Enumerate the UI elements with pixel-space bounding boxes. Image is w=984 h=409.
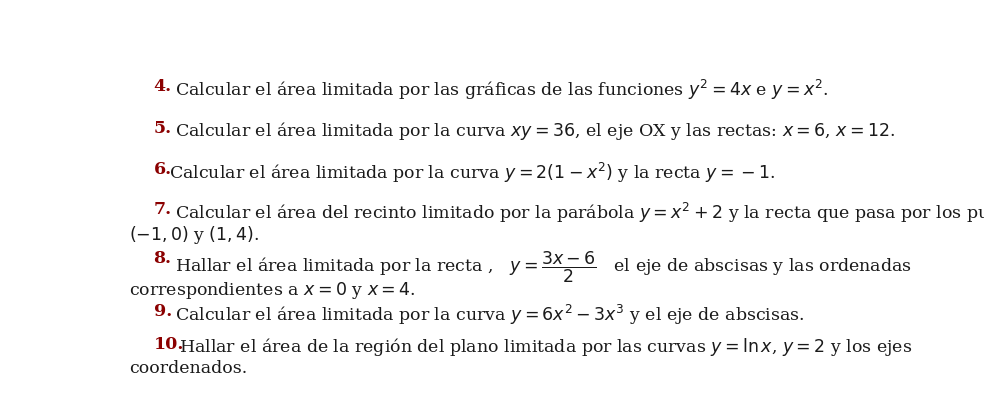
Text: correspondientes a $x = 0$ y $x = 4$.: correspondientes a $x = 0$ y $x = 4$. [129,279,415,300]
Text: Calcular el área limitada por las gráficas de las funciones $y^2 = 4x$ e $y = x^: Calcular el área limitada por las gráfic… [175,77,829,101]
Text: 7.: 7. [154,200,171,217]
Text: Hallar el área de la región del plano limitada por las curvas $y = \ln x$, $y = : Hallar el área de la región del plano li… [179,336,913,357]
Text: 4.: 4. [154,77,171,94]
Text: 10.: 10. [154,336,184,353]
Text: 6.: 6. [154,161,171,178]
Text: Calcular el área limitada por la curva $y = 6x^2 - 3x^3$ y el eje de abscisas.: Calcular el área limitada por la curva $… [175,303,804,327]
Text: Calcular el área limitada por la curva $xy = 36$, el eje OX y las rectas: $x = 6: Calcular el área limitada por la curva $… [175,120,895,142]
Text: 5.: 5. [154,120,171,137]
Text: 8.: 8. [154,249,171,266]
Text: Calcular el área del recinto limitado por la parábola $y = x^2 + 2$ y la recta q: Calcular el área del recinto limitado po… [175,200,984,224]
Text: coordenados.: coordenados. [129,359,247,376]
Text: Hallar el área limitada por la recta ,   $y = \dfrac{3x - 6}{2}$   el eje de abs: Hallar el área limitada por la recta , $… [175,249,912,284]
Text: Calcular el área limitada por la curva $y = 2(1 - x^2)$ y la recta $y = -1$.: Calcular el área limitada por la curva $… [169,161,775,185]
Text: $(-1, 0)$ y $(1, 4)$.: $(-1, 0)$ y $(1, 4)$. [129,224,260,246]
Text: 9.: 9. [154,303,172,319]
